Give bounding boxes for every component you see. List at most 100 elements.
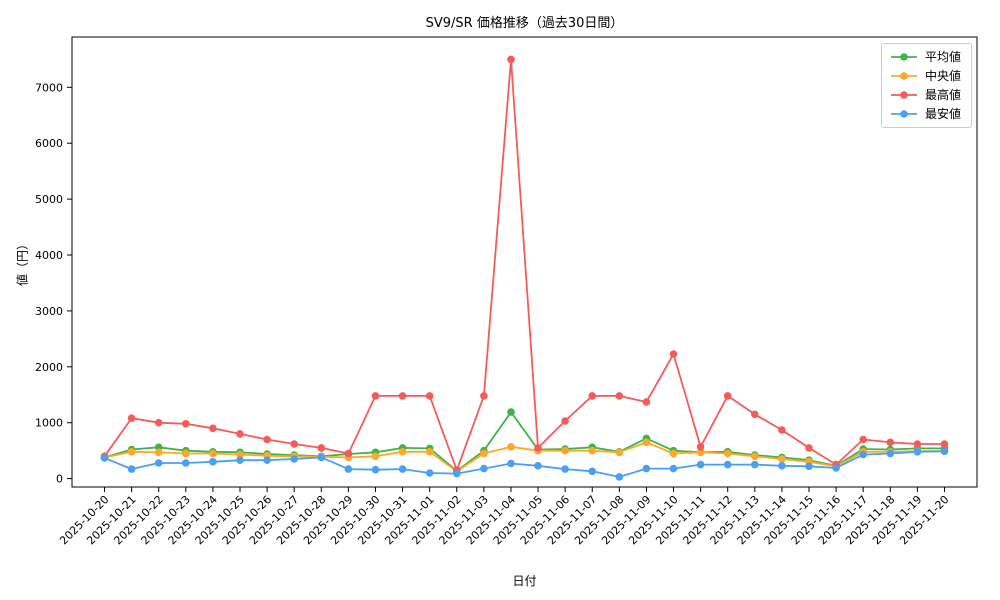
- median-point: [669, 449, 678, 458]
- min-point: [561, 465, 569, 473]
- max-point: [669, 350, 678, 358]
- median-point: [480, 449, 488, 458]
- max-point: [182, 420, 190, 428]
- legend-label-avg: 平均値: [924, 50, 961, 64]
- median-point: [778, 455, 786, 463]
- chart-title: SV9/SR 価格推移（過去30日間）: [425, 16, 624, 31]
- min-point: [723, 460, 732, 469]
- min-point: [696, 460, 705, 469]
- max-point: [236, 430, 244, 438]
- min-point: [154, 459, 163, 467]
- median-point: [127, 448, 136, 456]
- avg-point: [507, 408, 515, 416]
- min-point: [398, 465, 407, 473]
- median-legend-marker: [890, 72, 917, 80]
- min-point: [371, 465, 380, 474]
- max-point: [886, 438, 895, 447]
- min-point: [615, 473, 624, 481]
- median-line: [103, 441, 946, 473]
- median-point: [371, 452, 380, 461]
- min-point: [588, 467, 596, 476]
- legend-label-max: 最高値: [924, 88, 961, 102]
- median-point: [209, 449, 217, 458]
- legend-label-min: 最安値: [924, 107, 961, 121]
- min-point: [778, 462, 786, 470]
- min-point: [642, 464, 651, 473]
- max-point: [263, 435, 271, 444]
- min-point: [290, 455, 299, 463]
- min-point: [940, 447, 949, 456]
- median-point: [723, 449, 732, 458]
- median-point: [696, 448, 705, 457]
- y-tick-label: 5000: [35, 193, 63, 206]
- min-point: [127, 465, 136, 473]
- median-point: [398, 448, 407, 456]
- avg-line: [103, 411, 946, 472]
- median-point: [751, 452, 759, 461]
- y-tick-label: 7000: [35, 81, 63, 94]
- max-point: [154, 418, 163, 427]
- min-point: [209, 458, 217, 466]
- min-point: [453, 469, 461, 478]
- legend-label-median: 中央値: [924, 69, 961, 83]
- max-point: [723, 392, 732, 400]
- max-point: [290, 440, 299, 448]
- min-point: [425, 469, 434, 477]
- max-point: [127, 414, 136, 423]
- max-point: [859, 435, 867, 444]
- max-point: [371, 392, 380, 400]
- median-point: [154, 448, 163, 457]
- min-point: [100, 454, 109, 462]
- legend-item-min: 最安値: [890, 106, 961, 122]
- median-point: [615, 448, 624, 457]
- min-legend-marker: [890, 110, 917, 118]
- median-point: [588, 446, 596, 455]
- max-line: [103, 58, 946, 472]
- avg-legend-marker: [890, 53, 917, 61]
- min-point: [263, 456, 271, 465]
- max-point: [642, 398, 651, 406]
- median-point: [561, 446, 569, 455]
- min-point: [182, 459, 190, 467]
- min-point: [317, 453, 326, 462]
- max-legend-marker: [890, 91, 917, 99]
- min-point: [913, 448, 922, 456]
- max-point: [534, 444, 542, 452]
- max-point: [398, 392, 407, 400]
- y-tick-label: 2000: [35, 361, 63, 374]
- min-point: [669, 464, 678, 473]
- y-tick-label: 3000: [35, 305, 63, 318]
- max-point: [209, 424, 217, 433]
- min-line: [103, 450, 946, 478]
- max-point: [561, 417, 569, 425]
- max-point: [696, 443, 705, 451]
- median-point: [236, 450, 244, 459]
- legend-item-avg: 平均値: [890, 49, 961, 65]
- min-point: [507, 459, 515, 468]
- max-point: [615, 392, 624, 400]
- legend-item-median: 中央値: [890, 68, 961, 84]
- median-point: [507, 443, 515, 451]
- max-point: [507, 55, 515, 64]
- min-point: [832, 464, 840, 472]
- y-tick-label: 0: [56, 473, 63, 486]
- median-point: [425, 448, 434, 456]
- legend-item-max: 最高値: [890, 87, 961, 103]
- max-point: [778, 426, 786, 434]
- max-point: [913, 440, 922, 448]
- min-point: [534, 462, 542, 470]
- max-point: [751, 410, 759, 419]
- x-axis-label: 日付: [512, 574, 537, 588]
- min-point: [344, 465, 353, 473]
- max-point: [480, 392, 488, 400]
- min-point: [480, 464, 488, 473]
- max-point: [588, 392, 596, 400]
- max-point: [805, 444, 813, 452]
- min-point: [751, 460, 759, 469]
- max-point: [940, 440, 949, 448]
- y-tick-label: 6000: [35, 137, 63, 150]
- min-point: [859, 450, 867, 459]
- min-point: [886, 449, 895, 458]
